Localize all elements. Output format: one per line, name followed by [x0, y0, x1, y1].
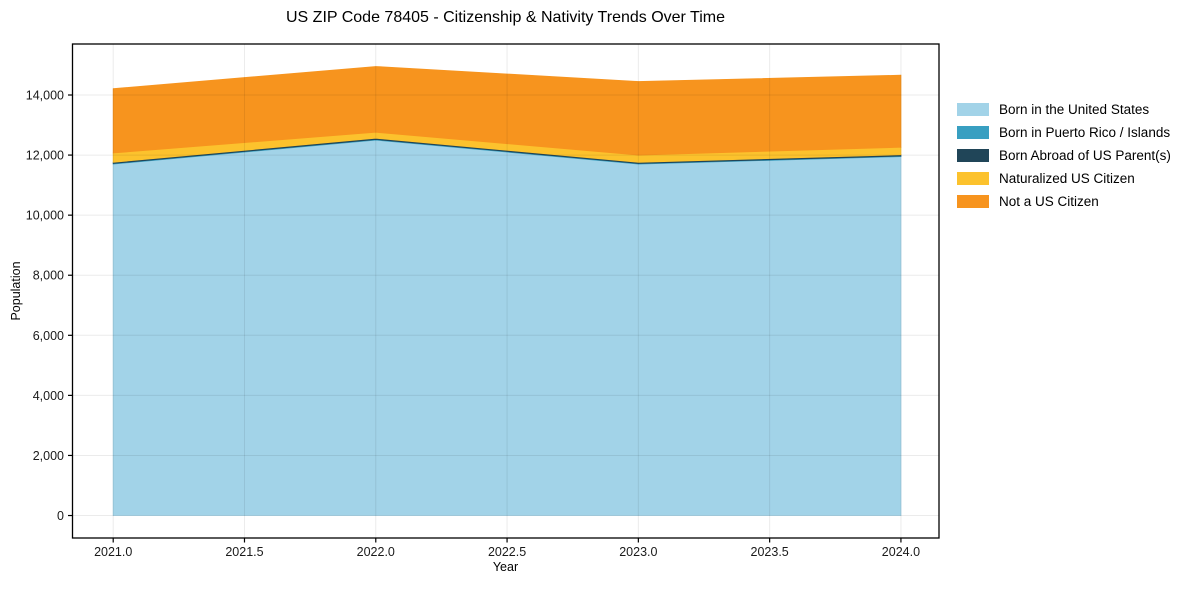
x-tick-label: 2022.0: [357, 545, 395, 559]
legend-item-naturalized-us-citizen: Naturalized US Citizen: [957, 171, 1171, 186]
legend-label: Born in the United States: [999, 102, 1150, 117]
y-tick-label: 4,000: [33, 389, 64, 403]
legend-label: Born in Puerto Rico / Islands: [999, 125, 1171, 140]
legend-label: Not a US Citizen: [999, 194, 1099, 209]
legend-swatch-icon: [957, 126, 989, 139]
legend-label: Born Abroad of US Parent(s): [999, 148, 1171, 163]
x-tick-label: 2022.5: [488, 545, 526, 559]
legend-item-born-in-the-united-states: Born in the United States: [957, 102, 1171, 117]
legend-item-born-in-puerto-rico-islands: Born in Puerto Rico / Islands: [957, 125, 1171, 140]
y-axis-label: Population: [9, 261, 23, 321]
y-tick-label: 14,000: [26, 89, 64, 103]
x-tick-label: 2023.5: [751, 545, 789, 559]
x-tick-label: 2021.5: [225, 545, 263, 559]
legend-swatch-icon: [957, 195, 989, 208]
legend-item-born-abroad-of-us-parent-s: Born Abroad of US Parent(s): [957, 148, 1171, 163]
y-tick-label: 8,000: [33, 269, 64, 283]
area-not-a-us-citizen: [112, 66, 902, 156]
legend-swatch-icon: [957, 172, 989, 185]
y-tick-label: 10,000: [26, 209, 64, 223]
legend: Born in the United States Born in Puerto …: [957, 102, 1171, 218]
chart-title: US ZIP Code 78405 - Citizenship & Nativi…: [286, 9, 725, 26]
x-tick-label: 2021.0: [94, 545, 132, 559]
x-axis-label: Year: [492, 560, 519, 574]
legend-item-not-a-us-citizen: Not a US Citizen: [957, 194, 1171, 209]
legend-label: Naturalized US Citizen: [999, 171, 1135, 186]
y-tick-label: 12,000: [26, 149, 64, 163]
y-tick-label: 6,000: [33, 329, 64, 343]
y-tick-label: 0: [57, 509, 64, 523]
x-tick-label: 2023.0: [619, 545, 657, 559]
legend-swatch-icon: [957, 149, 989, 162]
y-tick-label: 2,000: [33, 449, 64, 463]
legend-swatch-icon: [957, 103, 989, 116]
x-tick-label: 2024.0: [882, 545, 920, 559]
plot-border: [71, 43, 940, 539]
